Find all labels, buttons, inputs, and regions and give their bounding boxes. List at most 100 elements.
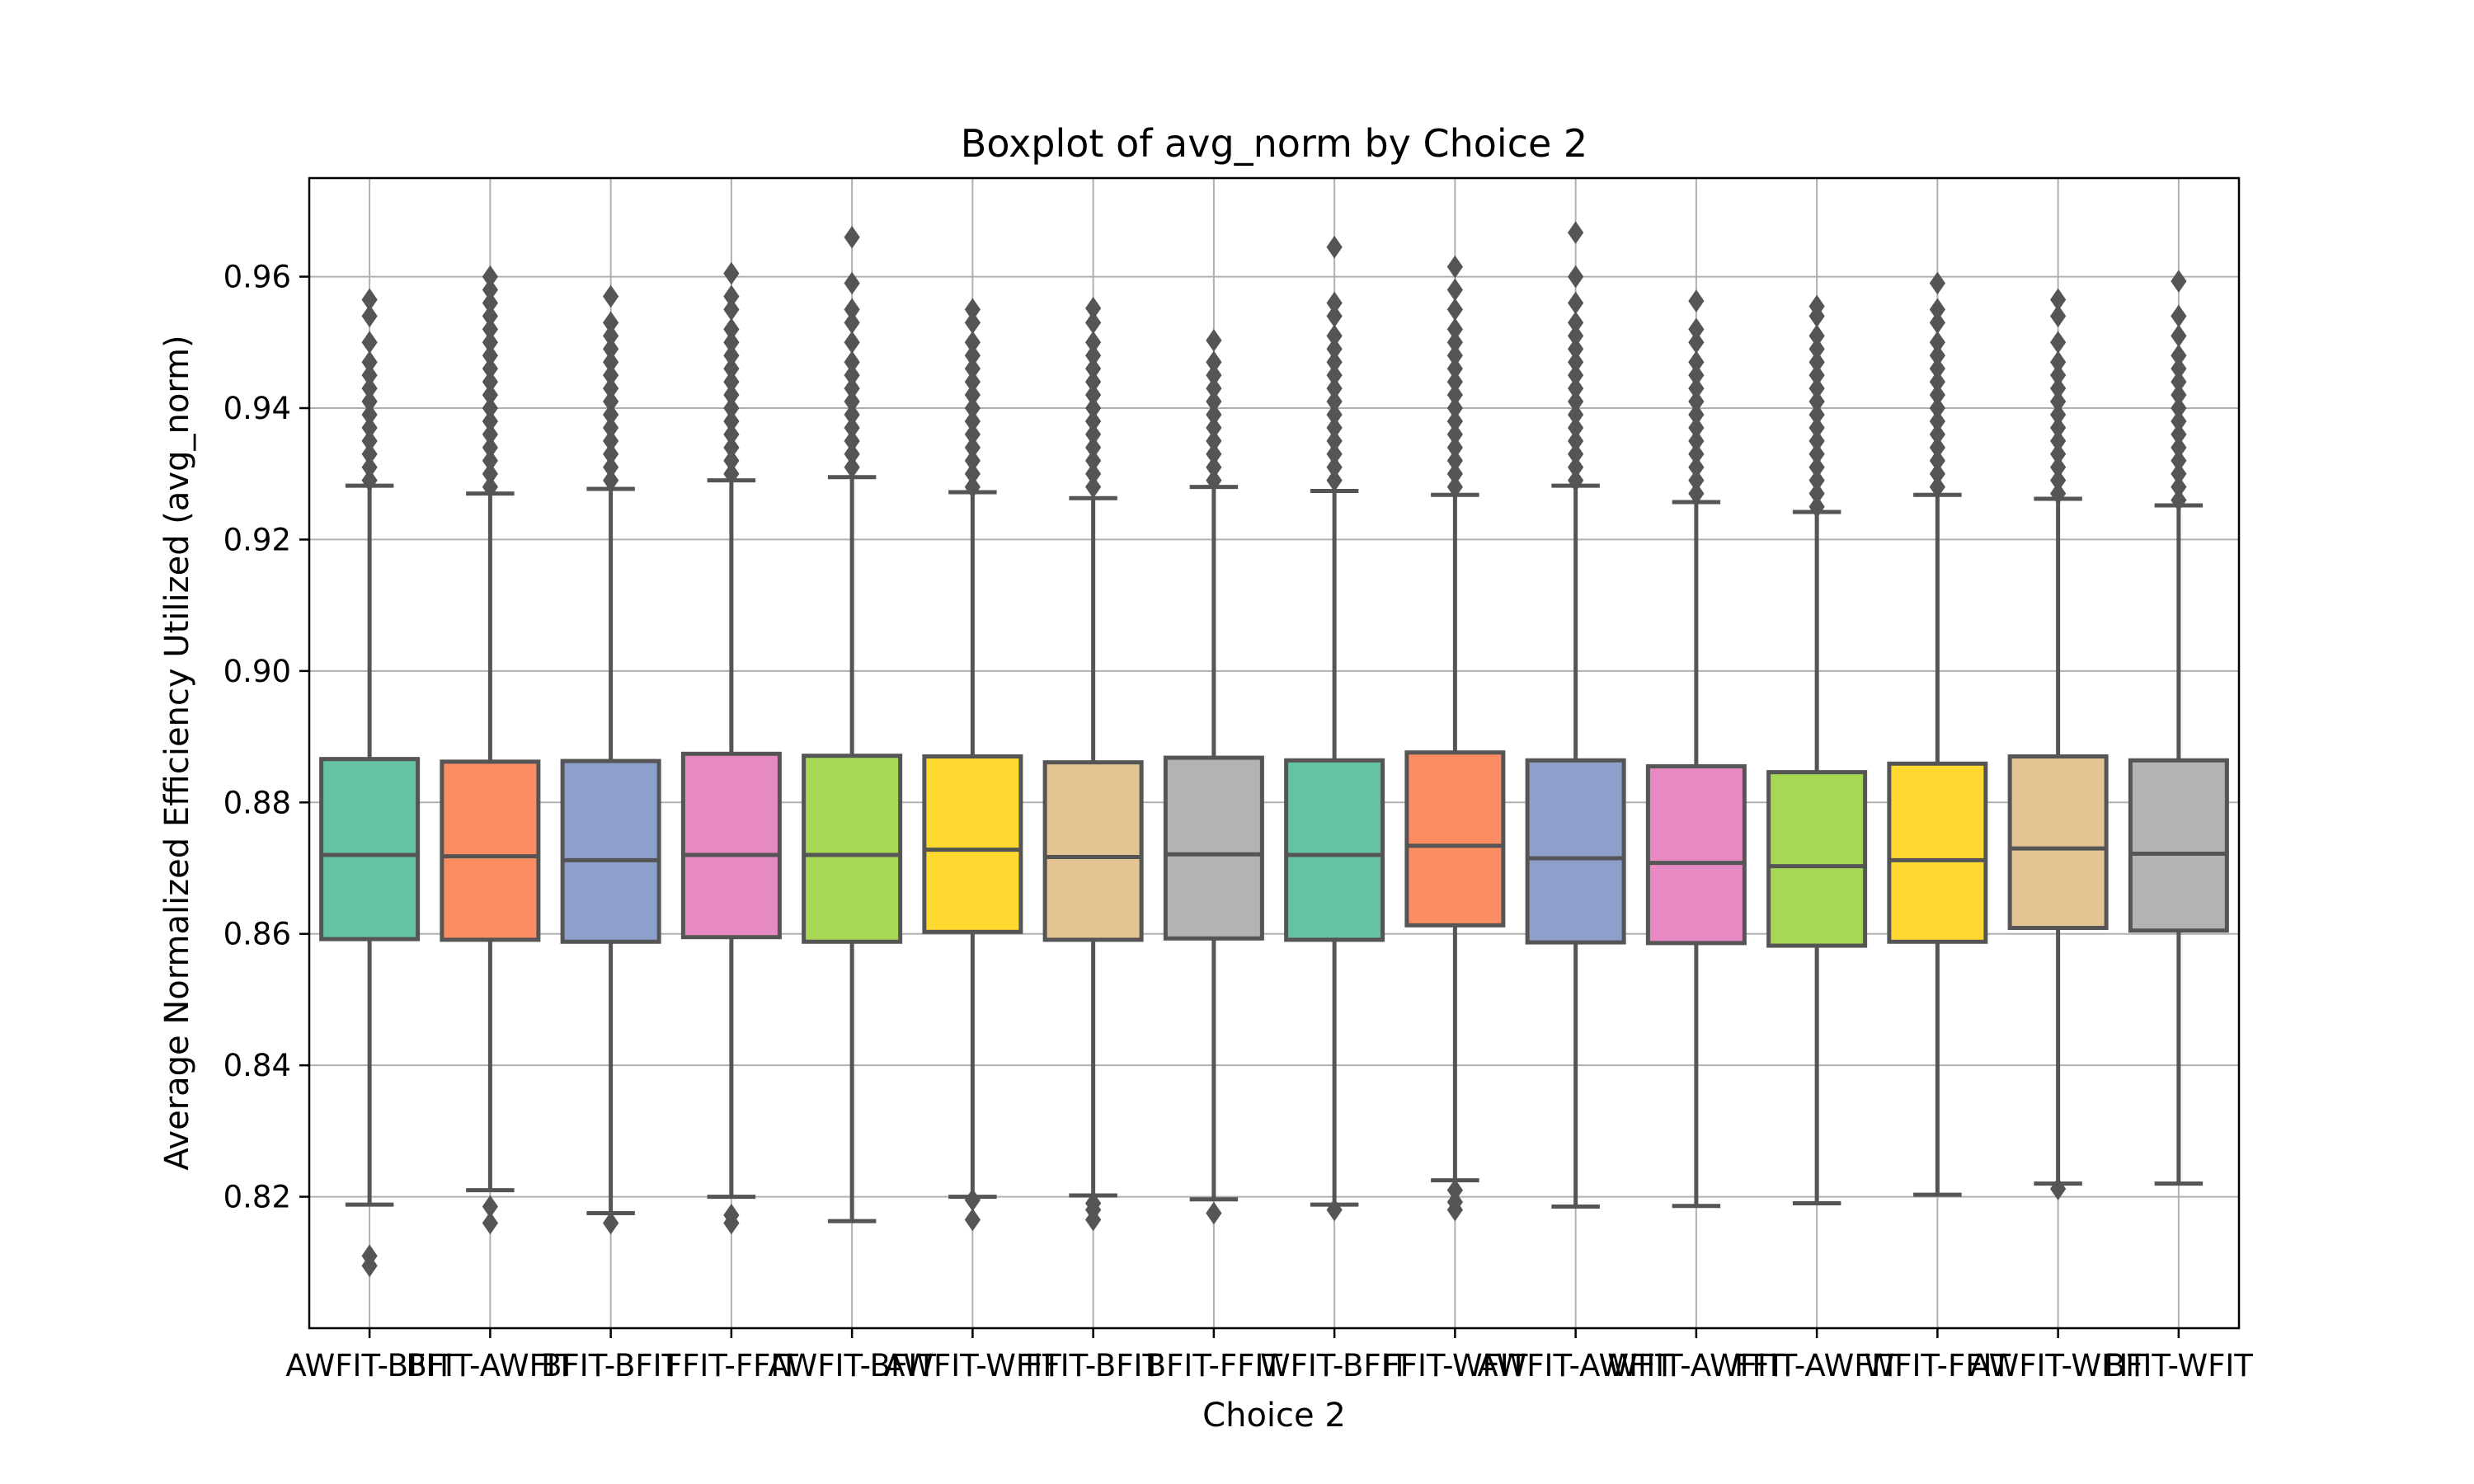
- outlier-point: [964, 383, 981, 406]
- outlier-point: [2050, 390, 2067, 413]
- y-tick-label: 0.84: [223, 1048, 291, 1083]
- outlier-point: [603, 403, 619, 426]
- outlier-point: [1568, 337, 1584, 361]
- outlier-point: [1929, 397, 1945, 420]
- box-iqr: [319, 757, 421, 942]
- outlier-point: [723, 370, 740, 393]
- box-iqr: [1163, 755, 1264, 941]
- outlier-point: [1688, 468, 1705, 492]
- outlier-point: [1808, 364, 1825, 387]
- outlier-point: [1808, 403, 1825, 426]
- outlier-point: [723, 357, 740, 381]
- outlier-point: [1688, 377, 1705, 400]
- outlier-point: [1446, 383, 1463, 406]
- outlier-point: [1446, 278, 1463, 302]
- outlier-point: [2050, 364, 2067, 387]
- outlier-point: [964, 462, 981, 486]
- outlier-point: [1326, 403, 1343, 426]
- box-iqr: [1284, 758, 1385, 942]
- outlier-point: [603, 1211, 619, 1235]
- outlier-point: [723, 423, 740, 446]
- outlier-point: [964, 475, 981, 499]
- outlier-point: [844, 364, 860, 387]
- x-tick-label: FFIT-AWFIT: [1734, 1348, 1899, 1383]
- outlier-point: [361, 1254, 378, 1278]
- outlier-point: [1206, 350, 1222, 374]
- outlier-point: [2171, 357, 2187, 381]
- x-tick-label: WFIT-FFIT: [1865, 1348, 2011, 1383]
- box-iqr: [2128, 758, 2229, 933]
- outlier-point: [1206, 1201, 1222, 1225]
- outlier-point: [1929, 311, 1945, 335]
- y-tick-label: 0.94: [223, 391, 291, 426]
- outlier-point: [1568, 364, 1584, 387]
- outlier-point: [844, 416, 860, 439]
- outlier-point: [964, 298, 981, 322]
- outlier-point: [1808, 481, 1825, 505]
- outlier-point: [482, 462, 498, 486]
- outlier-point: [844, 390, 860, 413]
- outlier-point: [964, 344, 981, 368]
- outlier-point: [964, 331, 981, 355]
- outlier-point: [1326, 337, 1343, 361]
- outlier-point: [844, 298, 860, 322]
- box-iqr: [1404, 750, 1506, 928]
- box-iqr: [440, 759, 541, 942]
- outlier-point: [482, 344, 498, 368]
- y-tick-label: 0.90: [223, 654, 291, 689]
- outlier-point: [603, 364, 619, 387]
- box-group: [802, 225, 903, 1223]
- outlier-point: [1808, 429, 1825, 453]
- box-iqr: [802, 754, 903, 944]
- outlier-point: [361, 429, 378, 453]
- outlier-point: [1446, 1198, 1463, 1222]
- outlier-point: [1446, 423, 1463, 446]
- outlier-point: [603, 442, 619, 466]
- outlier-point: [1085, 397, 1102, 420]
- outlier-point: [1326, 304, 1343, 328]
- outlier-point: [1206, 455, 1222, 479]
- outlier-point: [723, 410, 740, 433]
- outlier-point: [844, 350, 860, 374]
- outlier-point: [1326, 442, 1343, 466]
- outlier-point: [1688, 331, 1705, 355]
- outlier-point: [1688, 429, 1705, 453]
- outlier-point: [603, 337, 619, 361]
- outlier-point: [1808, 390, 1825, 413]
- outlier-point: [2171, 448, 2187, 472]
- outlier-point: [964, 397, 981, 420]
- outlier-point: [2050, 331, 2067, 355]
- outlier-point: [361, 468, 378, 492]
- x-tick-label: WFIT-BFIT: [1260, 1348, 1409, 1383]
- outlier-point: [1568, 468, 1584, 492]
- outlier-point: [2050, 416, 2067, 439]
- outlier-point: [361, 364, 378, 387]
- outlier-point: [1326, 324, 1343, 348]
- x-tick-label: BFIT-FFIT: [1145, 1348, 1283, 1383]
- outlier-point: [723, 383, 740, 406]
- outlier-point: [1929, 344, 1945, 368]
- outlier-point: [603, 350, 619, 374]
- outlier-point: [603, 390, 619, 413]
- outlier-point: [1446, 370, 1463, 393]
- box-group: [1645, 289, 1747, 1209]
- outlier-point: [2171, 270, 2187, 294]
- outlier-point: [1568, 429, 1584, 453]
- outlier-point: [2050, 442, 2067, 466]
- outlier-point: [1206, 442, 1222, 466]
- outlier-point: [1929, 475, 1945, 499]
- outlier-point: [482, 370, 498, 393]
- outlier-point: [1568, 311, 1584, 335]
- box-group: [440, 265, 541, 1235]
- outlier-point: [1568, 390, 1584, 413]
- outlier-point: [1808, 337, 1825, 361]
- outlier-point: [1085, 423, 1102, 446]
- outlier-point: [1929, 410, 1945, 433]
- outlier-point: [1085, 410, 1102, 433]
- outlier-point: [1085, 344, 1102, 368]
- outlier-point: [1446, 317, 1463, 341]
- outlier-point: [1446, 448, 1463, 472]
- outlier-point: [2050, 350, 2067, 374]
- outlier-point: [2050, 455, 2067, 479]
- outlier-point: [482, 291, 498, 315]
